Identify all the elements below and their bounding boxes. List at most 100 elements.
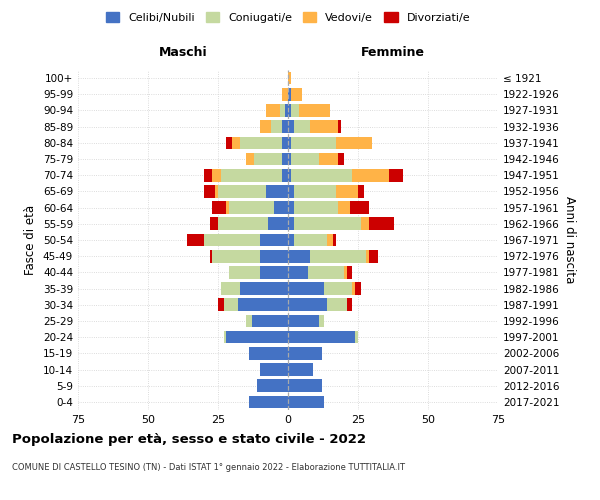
Bar [283,169,288,181]
Bar [209,218,218,230]
Bar [224,331,226,344]
Bar [215,185,218,198]
Bar [221,169,283,181]
Bar [369,250,377,262]
Bar [327,234,333,246]
Bar [288,282,325,295]
Bar [241,136,283,149]
Bar [338,202,350,214]
Bar [251,314,288,328]
Bar [291,152,319,166]
Bar [249,347,288,360]
Bar [283,136,288,149]
Bar [389,169,403,181]
Bar [335,185,358,198]
Bar [288,152,291,166]
Bar [288,72,291,85]
Bar [352,282,355,295]
Bar [288,120,293,133]
Bar [229,266,260,278]
Bar [260,120,271,133]
Bar [266,185,288,198]
Bar [260,363,288,376]
Bar [271,120,283,133]
Bar [218,218,268,230]
Bar [288,396,325,408]
Bar [310,120,338,133]
Bar [355,331,358,344]
Bar [291,104,299,117]
Bar [325,282,352,295]
Bar [352,169,389,181]
Bar [291,136,335,149]
Bar [283,120,288,133]
Bar [288,380,322,392]
Bar [333,234,335,246]
Bar [288,88,291,101]
Bar [288,266,308,278]
Bar [293,234,327,246]
Bar [308,266,344,278]
Bar [212,250,260,262]
Bar [288,331,355,344]
Bar [347,266,352,278]
Bar [293,185,335,198]
Bar [246,152,254,166]
Bar [355,282,361,295]
Bar [221,282,241,295]
Bar [204,185,215,198]
Bar [361,218,369,230]
Bar [291,88,302,101]
Bar [327,298,347,311]
Bar [299,104,330,117]
Bar [241,282,288,295]
Bar [260,266,288,278]
Bar [288,363,313,376]
Bar [268,218,288,230]
Bar [288,169,291,181]
Bar [347,298,352,311]
Bar [288,250,310,262]
Bar [288,218,293,230]
Bar [319,152,338,166]
Bar [358,185,364,198]
Bar [293,218,361,230]
Y-axis label: Fasce di età: Fasce di età [25,205,37,275]
Bar [293,202,338,214]
Bar [266,104,280,117]
Bar [212,169,221,181]
Bar [246,314,251,328]
Bar [238,298,288,311]
Bar [187,234,204,246]
Bar [283,88,288,101]
Text: Femmine: Femmine [361,46,425,59]
Bar [229,202,274,214]
Bar [226,331,288,344]
Bar [224,298,238,311]
Bar [350,202,369,214]
Bar [288,234,293,246]
Bar [209,250,212,262]
Y-axis label: Anni di nascita: Anni di nascita [563,196,576,284]
Bar [369,218,394,230]
Bar [291,169,352,181]
Bar [288,314,319,328]
Bar [310,250,367,262]
Bar [274,202,288,214]
Bar [249,396,288,408]
Text: Popolazione per età, sesso e stato civile - 2022: Popolazione per età, sesso e stato civil… [12,432,366,446]
Bar [338,152,344,166]
Bar [367,250,369,262]
Bar [260,250,288,262]
Bar [293,120,310,133]
Bar [288,136,291,149]
Bar [344,266,347,278]
Text: COMUNE DI CASTELLO TESINO (TN) - Dati ISTAT 1° gennaio 2022 - Elaborazione TUTTI: COMUNE DI CASTELLO TESINO (TN) - Dati IS… [12,462,405,471]
Bar [280,104,285,117]
Bar [338,120,341,133]
Bar [204,234,260,246]
Bar [218,185,266,198]
Bar [218,298,224,311]
Bar [335,136,372,149]
Bar [226,136,232,149]
